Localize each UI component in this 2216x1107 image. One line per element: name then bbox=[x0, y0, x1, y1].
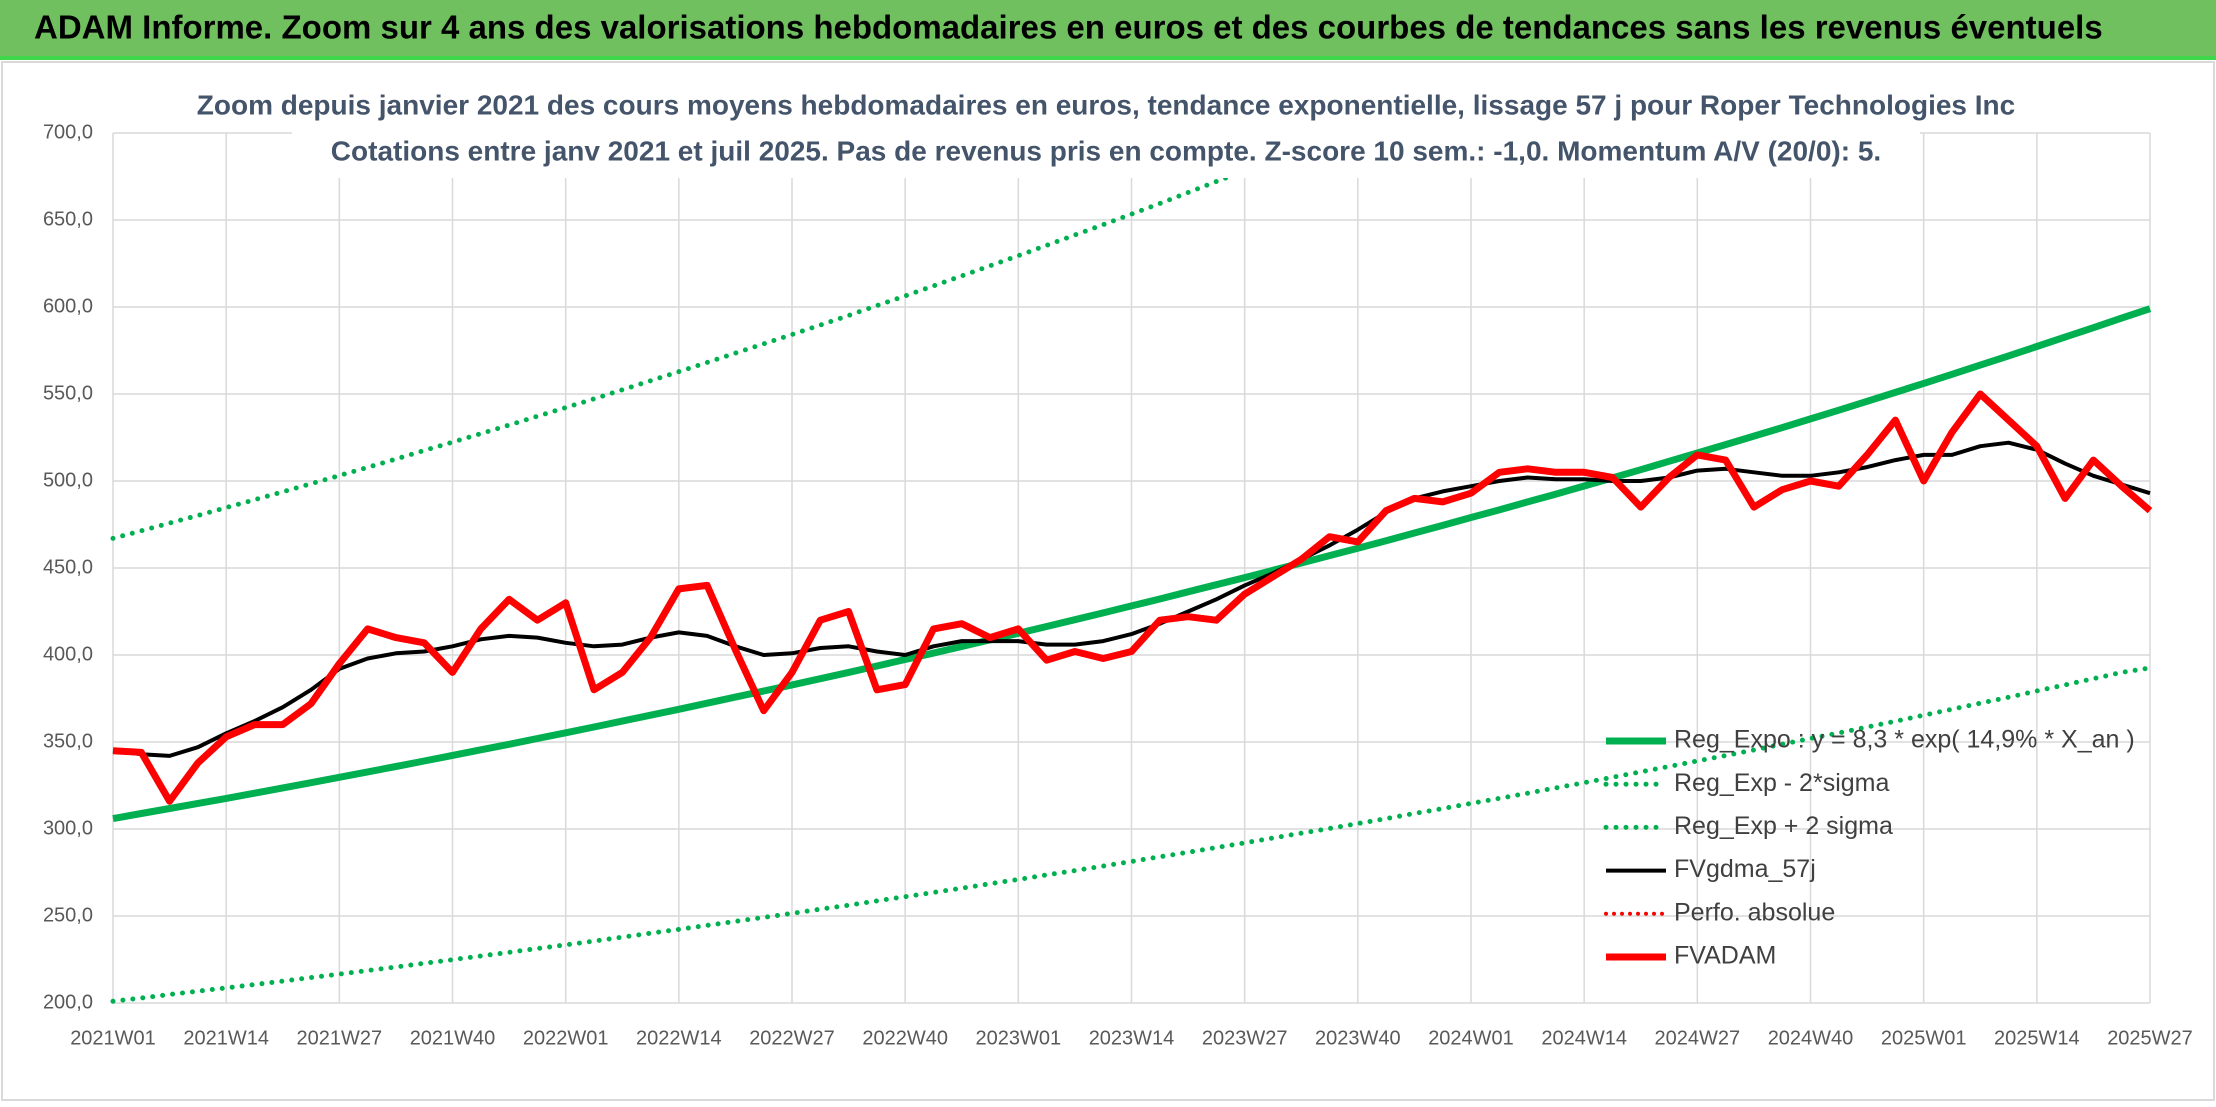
x-tick-label: 2025W27 bbox=[2107, 1027, 2193, 1049]
x-tick-label: 2025W01 bbox=[1881, 1027, 1967, 1049]
x-tick-label: 2023W01 bbox=[976, 1027, 1062, 1049]
y-tick-label: 700,0 bbox=[43, 121, 93, 143]
plot-area bbox=[110, 130, 2153, 1004]
series-line bbox=[112, 305, 2152, 823]
y-tick-label: 400,0 bbox=[43, 643, 93, 665]
x-tick-label: 2022W27 bbox=[749, 1027, 835, 1049]
y-tick-label: 350,0 bbox=[43, 730, 93, 752]
legend: Reg_Expo : y = 8,3 * exp( 14,9% * X_an )… bbox=[1603, 726, 2135, 970]
chart-title: Zoom depuis janvier 2021 des cours moyen… bbox=[197, 89, 2015, 120]
x-tick-label: 2021W14 bbox=[183, 1027, 269, 1049]
x-tick-label: 2022W14 bbox=[636, 1027, 722, 1049]
legend-label: FVADAM bbox=[1674, 942, 1776, 970]
legend-label: Reg_Exp + 2 sigma bbox=[1674, 812, 1893, 840]
y-tick-label: 300,0 bbox=[43, 817, 93, 839]
series-line bbox=[112, 440, 2151, 758]
x-tick-label: 2021W01 bbox=[70, 1027, 156, 1049]
y-tick-label: 650,0 bbox=[43, 208, 93, 230]
series-line bbox=[110, 130, 1355, 541]
title-background bbox=[292, 84, 1920, 178]
chart-subtitle: Cotations entre janv 2021 et juil 2025. … bbox=[331, 135, 1881, 166]
legend-label: Reg_Expo : y = 8,3 * exp( 14,9% * X_an ) bbox=[1674, 726, 2135, 754]
series-line bbox=[110, 665, 2153, 1004]
y-tick-label: 250,0 bbox=[43, 904, 93, 926]
x-tick-label: 2021W27 bbox=[297, 1027, 383, 1049]
series-line bbox=[112, 390, 2153, 805]
y-tick-label: 600,0 bbox=[43, 295, 93, 317]
legend-label: Perfo. absolue bbox=[1674, 898, 1835, 926]
x-tick-label: 2023W40 bbox=[1315, 1027, 1401, 1049]
x-tick-label: 2022W40 bbox=[862, 1027, 948, 1049]
header-bar bbox=[0, 0, 2216, 58]
x-tick-label: 2024W01 bbox=[1428, 1027, 1514, 1049]
x-tick-label: 2024W27 bbox=[1655, 1027, 1741, 1049]
y-tick-label: 450,0 bbox=[43, 556, 93, 578]
legend-label: FVgdma_57j bbox=[1674, 855, 1816, 883]
y-tick-label: 200,0 bbox=[43, 991, 93, 1013]
x-tick-label: 2021W40 bbox=[410, 1027, 496, 1049]
y-tick-label: 500,0 bbox=[43, 469, 93, 491]
grid: 200,0 250,0 300,0 350,0 400,0 450,0 500,0 550,0… bbox=[43, 121, 2193, 1049]
x-tick-label: 2023W14 bbox=[1089, 1027, 1175, 1049]
x-tick-label: 2023W27 bbox=[1202, 1027, 1288, 1049]
y-tick-label: 550,0 bbox=[43, 382, 93, 404]
page-title: ADAM Informe. Zoom sur 4 ans des valoris… bbox=[34, 9, 2103, 46]
legend-label: Reg_Exp - 2*sigma bbox=[1674, 769, 1889, 797]
x-tick-label: 2024W40 bbox=[1768, 1027, 1854, 1049]
x-tick-label: 2024W14 bbox=[1541, 1027, 1627, 1049]
x-tick-label: 2022W01 bbox=[523, 1027, 609, 1049]
x-tick-label: 2025W14 bbox=[1994, 1027, 2080, 1049]
header-stripe bbox=[0, 56, 2216, 60]
chart-frame bbox=[1, 61, 2215, 1101]
